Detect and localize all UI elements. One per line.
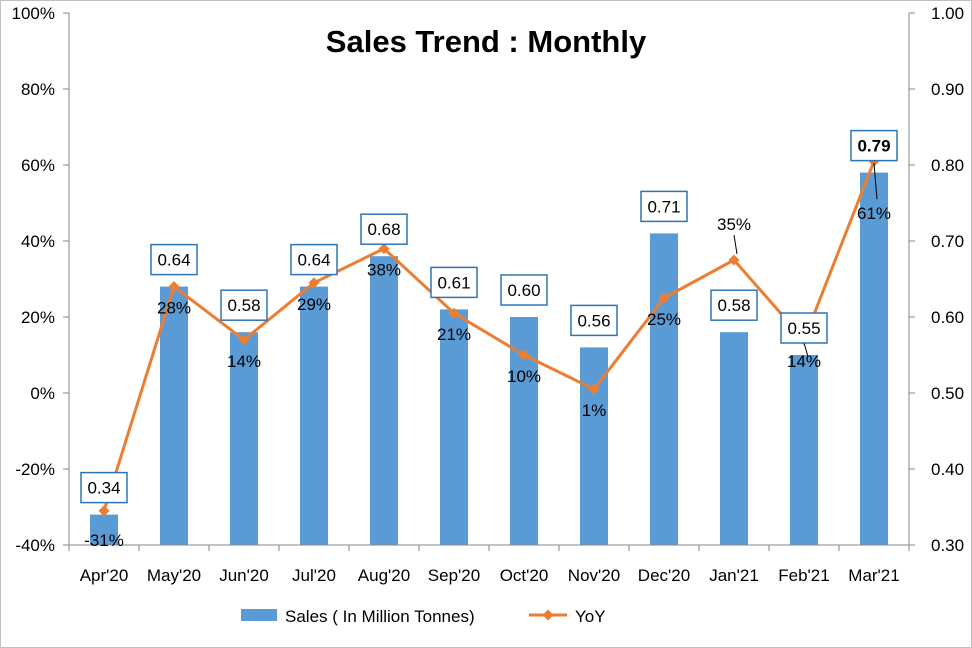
y-right-tick-label-7: 1.00: [931, 4, 964, 23]
y-left-tick-label-7: 100%: [12, 4, 55, 23]
sales-label-2: 0.58: [227, 296, 260, 315]
yoy-line: [102, 160, 876, 512]
yoy-point-1: [168, 281, 180, 293]
sales-label-box-2: [220, 289, 268, 321]
bar-3: [300, 286, 328, 545]
y-right-tick-label-2: 0.50: [931, 384, 964, 403]
bar-5: [440, 309, 468, 545]
yoy-leader-2: [873, 163, 878, 200]
yoy-label-3: 29%: [297, 295, 331, 314]
x-tick-label-9: Jan'21: [709, 566, 759, 585]
legend-swatch-yoy-marker: [542, 609, 554, 621]
sales-label-4: 0.68: [367, 220, 400, 239]
y-left-tick-label-4: 40%: [21, 232, 55, 251]
yoy-label-4: 38%: [367, 261, 401, 280]
x-tick-label-4: Aug'20: [358, 566, 410, 585]
sales-label-box-3: [290, 243, 338, 276]
x-tick-label-3: Jul'20: [292, 566, 336, 585]
x-tick-label-1: May'20: [147, 566, 201, 585]
bar-10: [790, 355, 818, 545]
yoy-label-1: 28%: [157, 299, 191, 318]
sales-label-box-0: [80, 471, 128, 504]
sales-label-box-1: [150, 243, 198, 276]
sales-label-10: 0.55: [787, 319, 820, 338]
yoy-point-0: [98, 505, 110, 517]
yoy-point-7: [588, 383, 600, 395]
y-left-tick-label-5: 60%: [21, 156, 55, 175]
yoy-label-11: 61%: [857, 204, 891, 223]
y-left-tick-label-1: -20%: [15, 460, 55, 479]
yoy-leader-0: [733, 234, 738, 255]
yoy-label-5: 21%: [437, 325, 471, 344]
yoy-point-8: [658, 292, 670, 304]
x-tick-label-2: Jun'20: [219, 566, 269, 585]
y-right-tick-label-6: 0.90: [931, 80, 964, 99]
yoy-label-2: 14%: [227, 352, 261, 371]
y-left-tick-label-0: -40%: [15, 536, 55, 555]
bar-4: [370, 256, 398, 545]
bar-8: [650, 233, 678, 545]
yoy-leader-1: [803, 342, 809, 357]
y-right-tick-label-5: 0.80: [931, 156, 964, 175]
legend-swatch-sales: [241, 609, 277, 621]
y-right-tick-label-1: 0.40: [931, 460, 964, 479]
y-left-tick-label-6: 80%: [21, 80, 55, 99]
sales-label-6: 0.60: [507, 281, 540, 300]
sales-label-box-7: [570, 304, 618, 337]
legend-label-sales: Sales ( In Million Tonnes): [285, 607, 475, 626]
sales-label-box-9: [710, 289, 758, 321]
x-tick-label-0: Apr'20: [80, 566, 129, 585]
y-right-tick-label-4: 0.70: [931, 232, 964, 251]
sales-label-0: 0.34: [87, 479, 120, 498]
yoy-point-6: [518, 349, 530, 361]
sales-label-9: 0.58: [717, 296, 750, 315]
yoy-point-2: [238, 334, 250, 346]
sales-label-box-10: [780, 312, 828, 344]
yoy-point-3: [308, 277, 320, 289]
x-tick-label-5: Sep'20: [428, 566, 480, 585]
yoy-point-9: [728, 254, 740, 266]
sales-label-box-11: [850, 129, 898, 162]
chart-title: Sales Trend : Monthly: [326, 24, 647, 59]
sales-label-7: 0.56: [577, 311, 610, 330]
bar-11: [860, 172, 888, 545]
x-tick-label-8: Dec'20: [638, 566, 690, 585]
y-left-tick-label-3: 20%: [21, 308, 55, 327]
y-right-tick-label-0: 0.30: [931, 536, 964, 555]
sales-label-8: 0.71: [647, 197, 680, 216]
yoy-label-0: -31%: [84, 531, 124, 550]
sales-label-11: 0.79: [857, 137, 890, 156]
sales-label-box-6: [500, 274, 548, 306]
bar-1: [160, 286, 188, 545]
legend-label-yoy: YoY: [575, 607, 606, 626]
legend: Sales ( In Million Tonnes) YoY: [241, 607, 606, 626]
yoy-label-10: 14%: [787, 352, 821, 371]
x-tick-label-6: Oct'20: [500, 566, 549, 585]
y-right-tick-label-3: 0.60: [931, 308, 964, 327]
yoy-label-6: 10%: [507, 367, 541, 386]
yoy-point-4: [378, 243, 390, 255]
sales-label-5: 0.61: [437, 273, 470, 292]
yoy-label-7: 1%: [582, 401, 607, 420]
yoy-label-8: 25%: [647, 310, 681, 329]
sales-label-1: 0.64: [157, 251, 190, 270]
x-tick-label-10: Feb'21: [778, 566, 829, 585]
bar-9: [720, 332, 748, 545]
y-left-tick-label-2: 0%: [30, 384, 55, 403]
sales-label-box-4: [360, 213, 408, 245]
sales-label-box-5: [430, 266, 478, 299]
bar-2: [230, 332, 258, 545]
yoy-label-9: 35%: [717, 215, 751, 234]
x-tick-label-7: Nov'20: [568, 566, 620, 585]
sales-label-box-8: [640, 190, 688, 223]
yoy-point-5: [448, 307, 460, 319]
sales-label-3: 0.64: [297, 251, 330, 270]
bar-7: [580, 347, 608, 545]
x-tick-label-11: Mar'21: [848, 566, 899, 585]
bar-0: [90, 514, 118, 545]
